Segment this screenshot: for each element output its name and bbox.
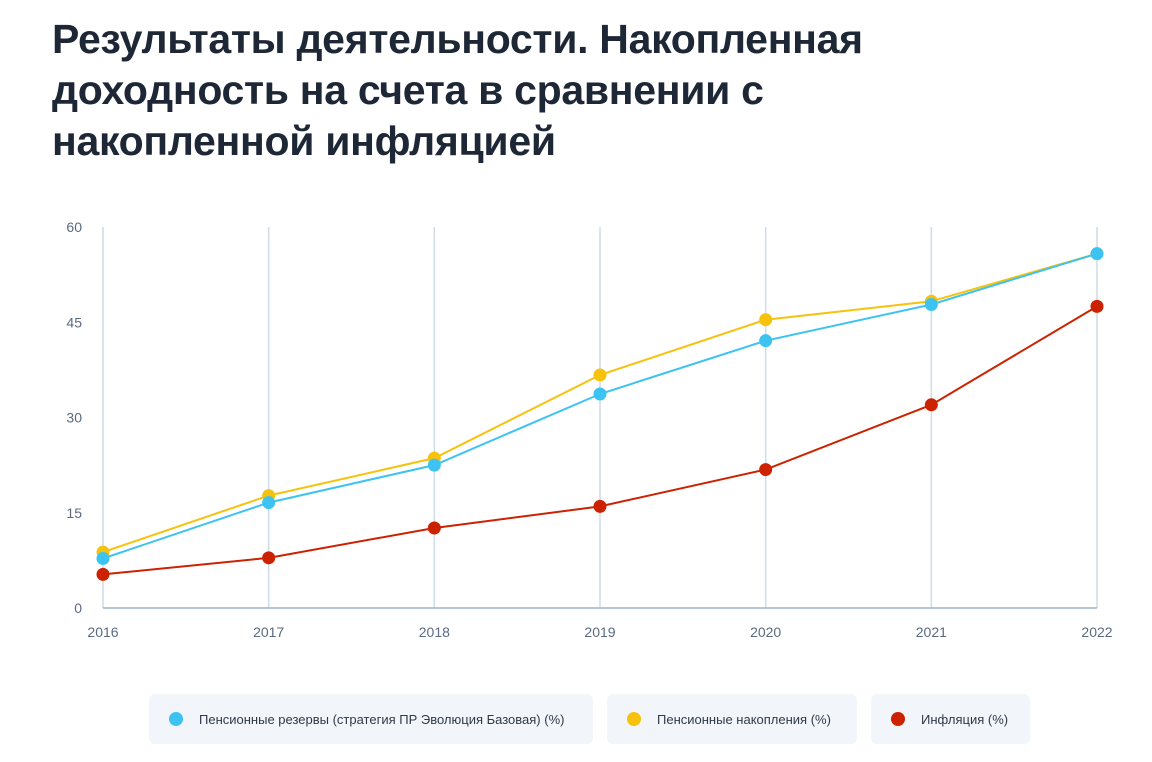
legend-marker-icon [891, 712, 905, 726]
legend-label: Инфляция (%) [921, 711, 1009, 727]
x-tick-label: 2022 [1081, 624, 1112, 640]
y-tick-label: 45 [66, 314, 82, 330]
data-point [759, 334, 773, 348]
legend-label: Пенсионные накопления (%) [657, 711, 831, 727]
y-tick-label: 30 [66, 410, 82, 426]
x-tick-label: 2017 [253, 624, 284, 640]
data-point [427, 521, 441, 535]
legend-item-inflation[interactable]: Инфляция (%) [871, 694, 1030, 744]
data-point [924, 297, 938, 311]
data-point [1090, 299, 1104, 313]
grid-layer [102, 227, 1098, 608]
chart-title: Результаты деятельности. Накопленная дох… [52, 16, 863, 164]
data-point [96, 567, 110, 581]
x-tick-label: 2020 [750, 624, 781, 640]
legend-label: Пенсионные резервы (стратегия ПР Эволюци… [199, 711, 565, 727]
x-tick-label: 2019 [584, 624, 615, 640]
x-tick-label: 2018 [419, 624, 450, 640]
axis-layer: 0 15 30 45 60 2016 2017 2018 2019 2020 2021 2022 [66, 219, 1112, 640]
line-chart: 0 15 30 45 60 2016 2017 2018 2019 2020 2021 2022 [66, 219, 1112, 640]
data-point [262, 496, 276, 510]
data-point [1090, 247, 1104, 261]
data-point [593, 387, 607, 401]
legend-item-pension-savings[interactable]: Пенсионные накопления (%) [607, 694, 857, 744]
legend-marker-icon [627, 712, 641, 726]
data-point [96, 551, 110, 565]
data-point [593, 368, 607, 382]
legend: Пенсионные резервы (стратегия ПР Эволюци… [0, 694, 1152, 744]
data-point [759, 463, 773, 477]
legend-item-pension-reserves[interactable]: Пенсионные резервы (стратегия ПР Эволюци… [149, 694, 593, 744]
data-point [593, 499, 607, 513]
data-point [427, 458, 441, 472]
y-tick-label: 60 [66, 219, 82, 235]
y-tick-label: 15 [66, 505, 82, 521]
x-tick-label: 2016 [87, 624, 118, 640]
y-tick-label: 0 [74, 600, 82, 616]
x-tick-label: 2021 [916, 624, 947, 640]
data-point [924, 398, 938, 412]
legend-marker-icon [169, 712, 183, 726]
data-point [262, 551, 276, 565]
series-layer [96, 247, 1104, 581]
data-point [759, 313, 773, 327]
